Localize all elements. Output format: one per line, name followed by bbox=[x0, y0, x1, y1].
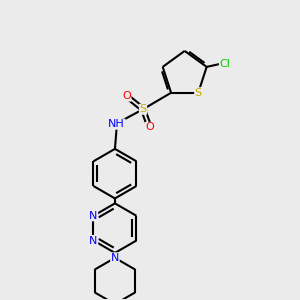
Text: O: O bbox=[145, 122, 154, 132]
Text: Cl: Cl bbox=[219, 58, 230, 69]
Text: N: N bbox=[111, 253, 119, 263]
Text: S: S bbox=[195, 88, 202, 98]
Text: NH: NH bbox=[108, 119, 125, 129]
Text: N: N bbox=[89, 236, 98, 245]
Text: S: S bbox=[140, 104, 147, 114]
Text: O: O bbox=[122, 91, 131, 101]
Text: N: N bbox=[89, 211, 98, 221]
